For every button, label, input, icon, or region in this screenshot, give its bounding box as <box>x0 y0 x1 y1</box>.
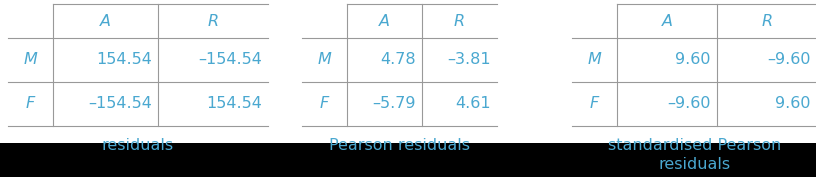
Text: F: F <box>590 96 599 112</box>
Text: 4.61: 4.61 <box>455 96 491 112</box>
Text: –3.81: –3.81 <box>447 53 491 67</box>
Text: –9.60: –9.60 <box>768 53 811 67</box>
Text: R: R <box>207 13 219 28</box>
Text: Pearson residuals: Pearson residuals <box>329 138 470 153</box>
Text: A: A <box>662 13 672 28</box>
Text: 4.78: 4.78 <box>380 53 416 67</box>
Text: A: A <box>100 13 111 28</box>
Text: –9.60: –9.60 <box>667 96 711 112</box>
Text: –154.54: –154.54 <box>88 96 152 112</box>
Text: M: M <box>24 53 38 67</box>
Text: R: R <box>761 13 773 28</box>
Text: residuals: residuals <box>102 138 174 153</box>
Text: M: M <box>588 53 601 67</box>
Text: –5.79: –5.79 <box>372 96 416 112</box>
Text: 9.60: 9.60 <box>676 53 711 67</box>
Text: A: A <box>379 13 390 28</box>
Bar <box>0 143 816 177</box>
Text: –154.54: –154.54 <box>198 53 262 67</box>
Text: 9.60: 9.60 <box>775 96 811 112</box>
Text: 154.54: 154.54 <box>206 96 262 112</box>
Text: M: M <box>317 53 331 67</box>
Text: F: F <box>320 96 329 112</box>
Text: F: F <box>26 96 35 112</box>
Text: standardised Pearson
residuals: standardised Pearson residuals <box>608 138 781 172</box>
Text: 154.54: 154.54 <box>96 53 152 67</box>
Text: R: R <box>454 13 465 28</box>
